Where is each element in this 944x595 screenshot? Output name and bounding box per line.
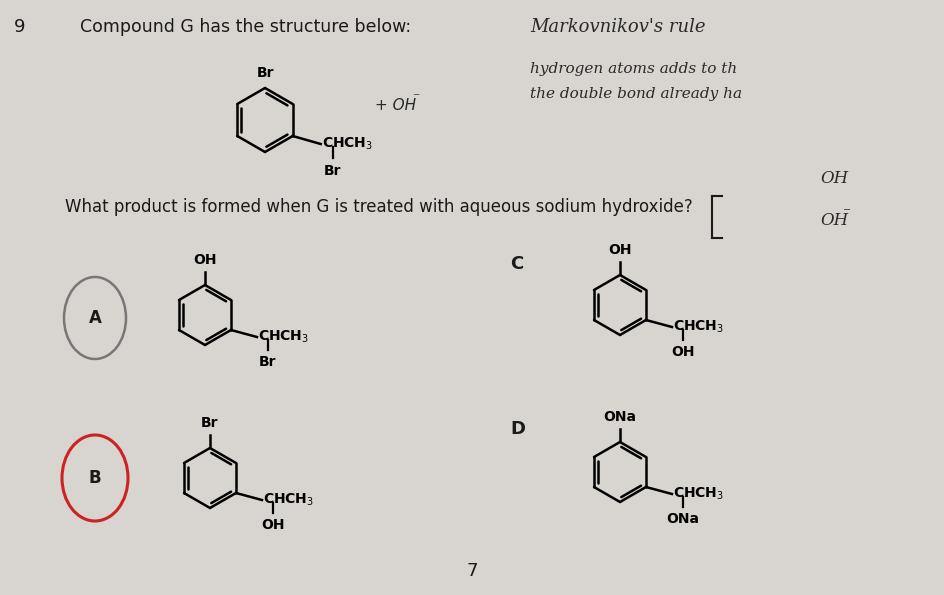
Text: Br: Br bbox=[260, 355, 277, 369]
Text: ⁻: ⁻ bbox=[843, 205, 851, 220]
Text: the double bond already ha: the double bond already ha bbox=[530, 87, 742, 101]
Text: Markovnikov's rule: Markovnikov's rule bbox=[530, 18, 705, 36]
Text: OH: OH bbox=[261, 518, 285, 532]
Text: D: D bbox=[510, 420, 525, 438]
Text: CHCH$_3$: CHCH$_3$ bbox=[258, 329, 309, 345]
Text: OH: OH bbox=[194, 253, 217, 267]
Text: Br: Br bbox=[256, 66, 274, 80]
Text: Br: Br bbox=[324, 164, 342, 178]
Text: A: A bbox=[89, 309, 101, 327]
Text: ⁻: ⁻ bbox=[412, 91, 419, 105]
Text: 9: 9 bbox=[14, 18, 25, 36]
Text: B: B bbox=[89, 469, 101, 487]
Text: 7: 7 bbox=[466, 562, 478, 580]
Text: ONa: ONa bbox=[603, 410, 636, 424]
Text: CHCH$_3$: CHCH$_3$ bbox=[263, 492, 314, 508]
Text: CHCH$_3$: CHCH$_3$ bbox=[322, 136, 373, 152]
Text: C: C bbox=[510, 255, 523, 273]
Text: Br: Br bbox=[201, 416, 219, 430]
Text: hydrogen atoms adds to th: hydrogen atoms adds to th bbox=[530, 62, 737, 76]
Text: OH: OH bbox=[820, 170, 848, 187]
Text: ONa: ONa bbox=[666, 512, 700, 526]
Text: OH: OH bbox=[820, 212, 848, 229]
Text: Compound G has the structure below:: Compound G has the structure below: bbox=[80, 18, 412, 36]
Text: + OH: + OH bbox=[375, 98, 416, 112]
Text: CHCH$_3$: CHCH$_3$ bbox=[673, 486, 724, 502]
Text: CHCH$_3$: CHCH$_3$ bbox=[673, 319, 724, 335]
Text: What product is formed when G is treated with aqueous sodium hydroxide?: What product is formed when G is treated… bbox=[65, 198, 693, 216]
Text: OH: OH bbox=[608, 243, 632, 257]
Text: OH: OH bbox=[671, 345, 695, 359]
